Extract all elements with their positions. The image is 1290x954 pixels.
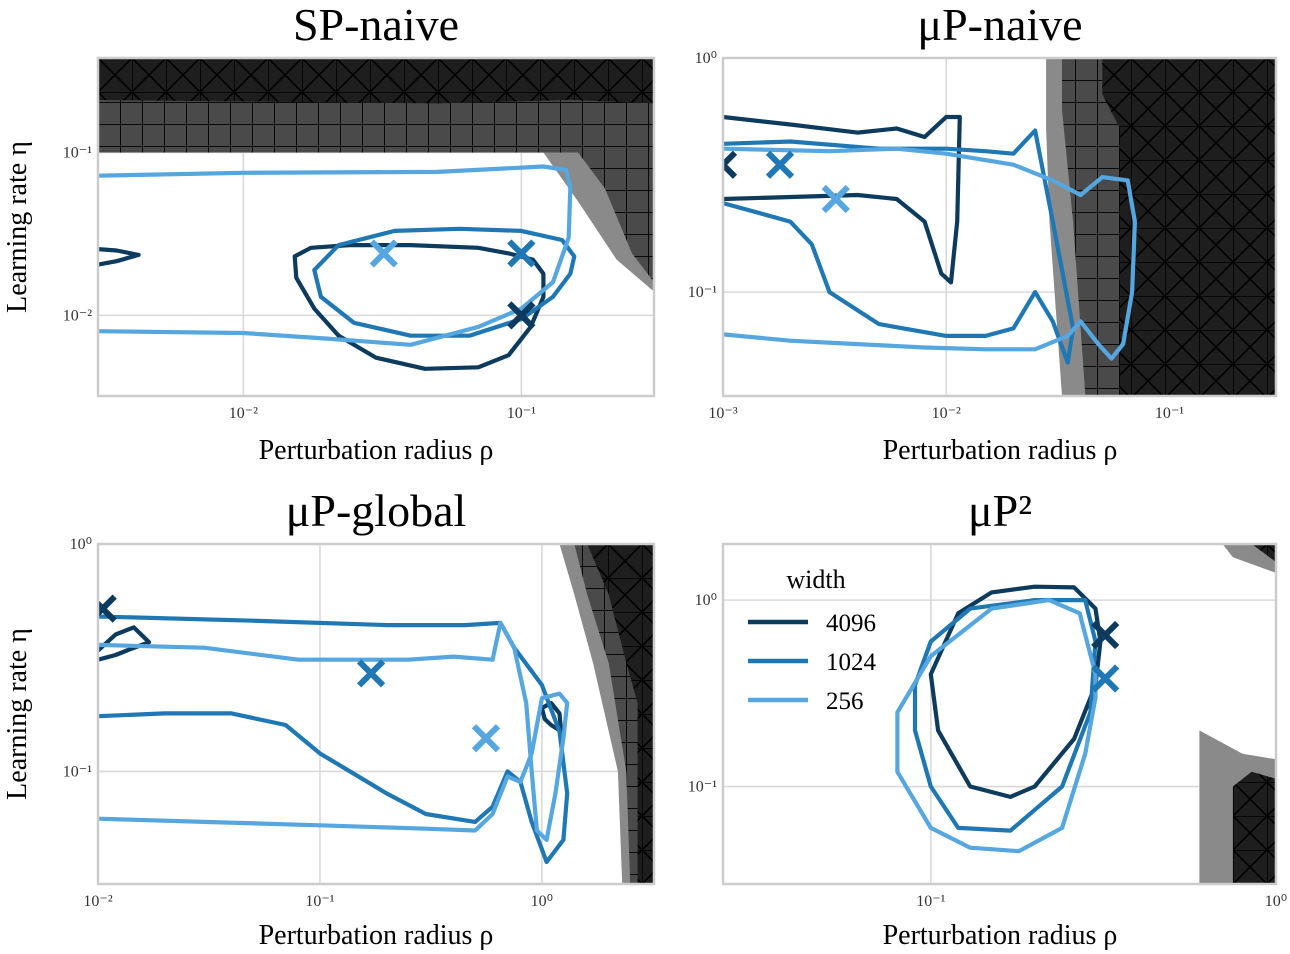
panel-sp-naive: SP-naive 10⁻² 10⁻¹ 10⁻² 10⁻¹ Perturbation r… [2,0,656,466]
x-tick-label: 10⁻² [83,893,112,910]
y-tick-label: 10⁰ [695,50,717,67]
panel-title: SP-naive [293,0,459,50]
x-tick-label: 10⁰ [1265,893,1287,910]
x-axis-label: Perturbation radius ρ [883,920,1118,951]
unstable-region-hatch [98,58,654,104]
y-tick-label: 10⁻² [63,307,92,324]
optimum-marker [507,301,536,330]
plot-area [723,544,1276,884]
optimum-marker [1091,620,1120,650]
contour-width-1024 [98,614,570,865]
x-tick-label: 10⁻¹ [305,893,334,910]
legend: width 4096 1024 256 [748,565,877,715]
tick-labels: 10⁻² 10⁻¹ 10⁻² 10⁻¹ [63,144,536,422]
optimum-marker [821,184,850,214]
unstable-region-hatch [1102,58,1276,396]
contour-width-4096 [292,243,546,371]
x-axis-label: Perturbation radius ρ [883,435,1118,466]
plot-area [98,58,654,396]
x-axis-label: Perturbation radius ρ [259,920,494,951]
y-tick-label: 10⁰ [70,536,92,553]
x-tick-label: 10⁻³ [708,405,737,422]
plot-area [723,58,1276,396]
optimum-marker [507,239,536,268]
tick-labels: 10⁻¹ 10⁰ 10⁻¹ 10⁰ [688,592,1287,910]
y-axis-label: Learning rate η [2,628,33,800]
legend-label-256: 256 [826,688,864,715]
contour-width-4096 [98,247,141,267]
optimum-marker [765,150,795,179]
panel-title: μP² [968,485,1032,536]
x-tick-label: 10⁰ [531,893,553,910]
contour-width-1024 [312,226,577,338]
x-axis-label: Perturbation radius ρ [259,435,494,466]
unstable-region-hatch [1232,771,1276,884]
unstable-region-hatch [587,544,654,884]
y-tick-label: 10⁻¹ [63,763,92,780]
plot-frame [96,542,656,886]
plot-frame [96,56,656,398]
panel-mup-global: μP-global 10⁻² 10⁻¹ 10⁰ 10⁻¹ 10⁰ Perturbatio… [2,485,656,951]
optimum-marker [98,594,117,623]
x-tick-label: 10⁻¹ [1155,405,1184,422]
x-tick-label: 10⁻¹ [507,405,536,422]
contour-width-256 [98,620,570,842]
optimum-marker [471,724,501,753]
plot-frame [721,542,1278,886]
optimum-marker [356,659,386,688]
legend-label-1024: 1024 [826,649,877,676]
contour-width-1024 [723,128,1076,365]
x-tick-label: 10⁻¹ [916,893,945,910]
y-tick-label: 10⁰ [695,592,717,609]
optimum-marker [723,150,738,179]
panel-mup-naive: μP-naive 10⁻³ 10⁻² 10⁻¹ 10⁻¹ 10⁰ Perturbatio… [688,0,1278,466]
optimum-marker [1091,664,1120,693]
unstable-region-hatch [98,58,654,283]
x-tick-label: 10⁻² [229,405,258,422]
panel-mup2: μP² 10⁻¹ 10⁰ 10⁻¹ 10⁰ Perturbation radius ρ… [688,485,1287,951]
unstable-region-hatch [1251,544,1276,563]
tick-labels: 10⁻³ 10⁻² 10⁻¹ 10⁻¹ 10⁰ [688,50,1185,422]
contour-width-256 [895,598,1098,854]
x-tick-label: 10⁻² [932,405,961,422]
panel-title: μP-global [286,485,467,536]
y-tick-label: 10⁻¹ [688,284,717,301]
y-axis-label: Learning rate η [2,141,33,313]
contour-width-4096 [723,114,962,285]
contour-width-256 [723,146,1137,361]
legend-label-4096: 4096 [826,610,876,637]
tick-labels: 10⁻² 10⁻¹ 10⁰ 10⁻¹ 10⁰ [63,536,553,910]
contour-width-4096 [98,625,152,662]
optimum-marker [369,239,398,268]
y-tick-label: 10⁻¹ [63,144,92,161]
contour-width-256 [98,164,573,347]
contour-width-4096 [928,584,1103,799]
plot-area [98,544,654,884]
legend-title: width [786,565,845,594]
y-tick-label: 10⁻¹ [688,779,717,796]
panel-title: μP-naive [917,0,1082,50]
plot-frame [721,56,1278,398]
